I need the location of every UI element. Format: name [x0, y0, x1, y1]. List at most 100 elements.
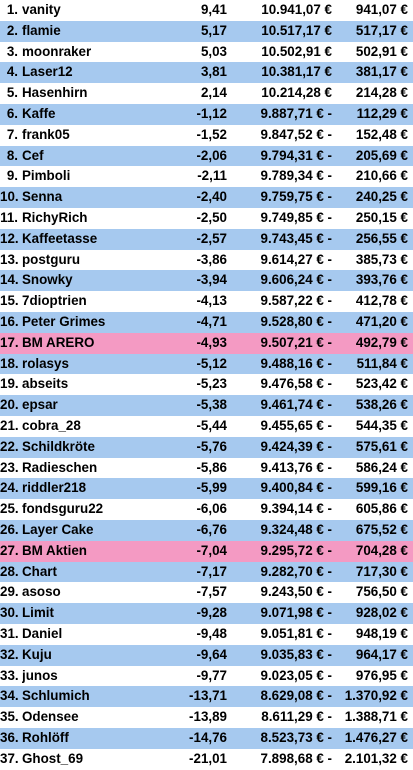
difference-cell: 492,79 €	[355, 334, 408, 350]
table-row: 8. Cef -2,06 9.794,31 € - 205,69 €	[0, 145, 413, 167]
rank-cell: 23.	[0, 459, 19, 475]
name-cell: cobra_28	[22, 417, 81, 433]
difference-cell: 112,29 €	[356, 105, 408, 121]
name-cell: Radieschen	[22, 459, 98, 475]
percent-cell: -5,86	[196, 459, 227, 475]
difference-cell: 152,48 €	[355, 126, 408, 142]
name-cell: Laser12	[22, 64, 73, 80]
name-cell: Senna	[22, 189, 63, 205]
table-row: 30. Limit -9,28 9.071,98 € - 928,02 €	[0, 603, 413, 624]
value-cell: 9.887,71 € -	[260, 105, 332, 121]
rank-cell: 10.	[0, 189, 19, 205]
name-cell: BM Aktien	[22, 542, 87, 558]
value-cell: 9.023,05 € -	[260, 667, 332, 683]
value-cell: 9.614,27 € -	[260, 251, 332, 267]
table-row: 36. Rohlöff -14,76 8.523,73 € - 1.476,27 €	[0, 727, 413, 749]
table-row: 19. abseits -5,23 9.476,58 € - 523,42 €	[0, 374, 413, 396]
difference-cell: 385,73 €	[355, 251, 408, 267]
name-cell: Hasenhirn	[22, 85, 88, 101]
rank-cell: 27.	[0, 542, 19, 558]
table-row: 37. Ghost_69 -21,01 7.898,68 € - 2.101,32 €	[0, 748, 413, 770]
name-cell: Layer Cake	[22, 521, 94, 537]
table-row: 23. Radieschen -5,86 9.413,76 € - 586,24 €	[0, 457, 413, 479]
table-row: 2. flamie 5,17 10.517,17 € 517,17 €	[0, 20, 413, 42]
name-cell: Odensee	[22, 709, 79, 725]
name-cell: rolasys	[22, 355, 69, 371]
name-cell: Peter Grimes	[22, 313, 106, 329]
percent-cell: -6,76	[196, 521, 227, 537]
percent-cell: -5,12	[196, 355, 227, 371]
percent-cell: -9,77	[196, 667, 227, 683]
table-row: 32. Kuju -9,64 9.035,83 € - 964,17 €	[0, 644, 413, 666]
table-row: 4. Laser12 3,81 10.381,17 € 381,17 €	[0, 62, 413, 84]
difference-cell: 575,61 €	[355, 438, 408, 454]
percent-cell: 3,81	[200, 64, 227, 80]
percent-cell: -21,01	[189, 750, 227, 766]
value-cell: 9.847,52 € -	[260, 126, 332, 142]
name-cell: junos	[22, 667, 58, 683]
name-cell: Ghost_69	[22, 750, 84, 766]
difference-cell: 1.370,92 €	[344, 688, 408, 704]
value-cell: 9.476,58 € -	[260, 376, 332, 392]
rank-cell: 26.	[0, 521, 19, 537]
rank-cell: 36.	[0, 729, 19, 745]
percent-cell: -5,99	[196, 480, 227, 496]
difference-cell: 517,17 €	[355, 22, 408, 38]
rank-cell: 2.	[6, 22, 18, 38]
value-cell: 9.743,45 € -	[260, 230, 332, 246]
table-row: 12. Kaffeetasse -2,57 9.743,45 € - 256,55 €	[0, 228, 413, 250]
rank-cell: 31.	[0, 625, 19, 641]
rank-cell: 25.	[0, 501, 19, 517]
table-row: 18. rolasys -5,12 9.488,16 € - 511,84 €	[0, 353, 413, 375]
value-cell: 9.400,84 € -	[260, 480, 332, 496]
value-cell: 9.759,75 € -	[260, 189, 332, 205]
value-cell: 10.502,91 €	[261, 43, 332, 59]
name-cell: epsar	[22, 397, 58, 413]
name-cell: Schildkröte	[22, 438, 95, 454]
difference-cell: 2.101,32 €	[344, 750, 408, 766]
table-row: 25. fondsguru22 -6,06 9.394,14 € - 605,86 €	[0, 499, 413, 520]
difference-cell: 941,07 €	[355, 2, 408, 17]
name-cell: Cef	[22, 147, 44, 163]
rank-cell: 22.	[0, 438, 19, 454]
name-cell: Schlumich	[22, 688, 90, 704]
difference-cell: 523,42 €	[355, 376, 408, 392]
value-cell: 9.461,74 € -	[260, 397, 332, 413]
rank-cell: 29.	[0, 584, 19, 600]
percent-cell: 5,03	[200, 43, 227, 59]
difference-cell: 1.476,27 €	[344, 729, 408, 745]
value-cell: 10.517,17 €	[261, 22, 332, 38]
rank-cell: 28.	[0, 563, 19, 579]
rank-cell: 21.	[0, 417, 19, 433]
value-cell: 7.898,68 € -	[260, 750, 332, 766]
table-row: 16. Peter Grimes -4,71 9.528,80 € - 471,20 €	[0, 311, 413, 333]
rank-cell: 7.	[6, 126, 18, 142]
difference-cell: 964,17 €	[355, 646, 408, 662]
percent-cell: -5,38	[196, 397, 227, 413]
rank-cell: 30.	[0, 605, 19, 621]
percent-cell: -3,94	[196, 272, 227, 288]
name-cell: Kaffe	[22, 105, 56, 121]
name-cell: flamie	[22, 22, 61, 38]
table-row: 22. Schildkröte -5,76 9.424,39 € - 575,61 €	[0, 436, 413, 458]
value-cell: 9.455,65 € -	[260, 417, 332, 433]
rank-cell: 17.	[0, 334, 19, 350]
rank-cell: 3.	[6, 43, 18, 59]
difference-cell: 412,78 €	[355, 293, 408, 309]
value-cell: 9.794,31 € -	[260, 147, 332, 163]
percent-cell: -2,11	[197, 168, 227, 184]
table-row: 10. Senna -2,40 9.759,75 € - 240,25 €	[0, 187, 413, 208]
rank-cell: 9.	[6, 168, 18, 184]
percent-cell: -1,12	[196, 105, 227, 121]
difference-cell: 381,17 €	[355, 64, 408, 80]
percent-cell: -4,93	[196, 334, 227, 350]
difference-cell: 471,20 €	[355, 313, 408, 329]
table-row: 21. cobra_28 -5,44 9.455,65 € - 544,35 €	[0, 415, 413, 437]
difference-cell: 538,26 €	[355, 397, 408, 413]
rank-cell: 32.	[0, 646, 19, 662]
value-cell: 9.789,34 € -	[260, 168, 332, 184]
table-row: 5. Hasenhirn 2,14 10.214,28 € 214,28 €	[0, 83, 413, 104]
value-cell: 9.413,76 € -	[260, 459, 332, 475]
difference-cell: 599,16 €	[355, 480, 408, 496]
table-row: 29. asoso -7,57 9.243,50 € - 756,50 €	[0, 582, 413, 604]
